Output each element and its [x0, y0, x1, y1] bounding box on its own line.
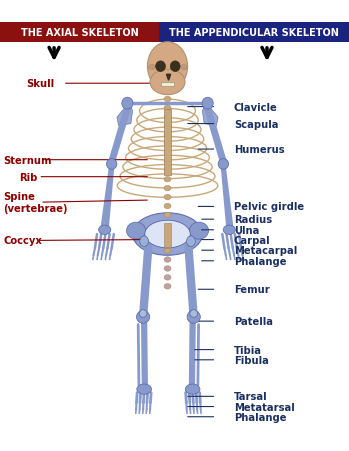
Text: Pelvic girdle: Pelvic girdle	[234, 202, 304, 212]
Ellipse shape	[164, 230, 171, 236]
Text: Skull: Skull	[26, 79, 54, 89]
Ellipse shape	[164, 115, 171, 120]
Text: Radius: Radius	[234, 215, 272, 225]
Bar	[0, 23, 159, 42]
Ellipse shape	[190, 310, 198, 318]
Text: Coccyx: Coccyx	[3, 236, 42, 246]
Ellipse shape	[164, 284, 171, 290]
Polygon shape	[202, 103, 218, 126]
Ellipse shape	[185, 384, 200, 394]
Ellipse shape	[164, 133, 171, 138]
Text: Carpal: Carpal	[234, 235, 270, 245]
Ellipse shape	[164, 97, 171, 102]
Ellipse shape	[164, 186, 171, 192]
Ellipse shape	[164, 177, 171, 183]
Ellipse shape	[170, 62, 180, 72]
Ellipse shape	[133, 213, 202, 256]
Ellipse shape	[98, 226, 111, 235]
Text: Ulna: Ulna	[234, 226, 259, 235]
Ellipse shape	[164, 266, 171, 272]
Ellipse shape	[164, 221, 171, 227]
Ellipse shape	[127, 223, 146, 239]
Ellipse shape	[202, 98, 213, 110]
Text: Clavicle: Clavicle	[234, 102, 277, 112]
Text: Spine
(vertebrae): Spine (vertebrae)	[3, 192, 68, 213]
Text: THE APPENDICULAR SKELETON: THE APPENDICULAR SKELETON	[169, 28, 339, 37]
Text: Fibula: Fibula	[234, 355, 269, 365]
Ellipse shape	[106, 159, 117, 170]
Text: Humerus: Humerus	[234, 145, 284, 155]
Ellipse shape	[145, 221, 190, 249]
Bar	[164, 110, 171, 175]
Text: Phalange: Phalange	[234, 256, 286, 266]
Ellipse shape	[164, 124, 171, 129]
Ellipse shape	[149, 65, 155, 70]
Text: Rib: Rib	[19, 172, 38, 182]
Ellipse shape	[187, 311, 200, 323]
Ellipse shape	[137, 384, 151, 394]
Ellipse shape	[164, 257, 171, 263]
Ellipse shape	[181, 65, 187, 70]
Ellipse shape	[156, 62, 165, 72]
Ellipse shape	[164, 168, 171, 174]
Ellipse shape	[147, 43, 187, 92]
Ellipse shape	[186, 236, 195, 247]
Text: Scapula: Scapula	[234, 120, 279, 129]
Text: THE AXIAL SKELETON: THE AXIAL SKELETON	[21, 28, 138, 37]
Ellipse shape	[164, 106, 171, 111]
Ellipse shape	[164, 275, 171, 281]
Ellipse shape	[164, 213, 171, 218]
Bar	[161, 83, 174, 87]
Ellipse shape	[164, 239, 171, 245]
Polygon shape	[166, 75, 171, 81]
Bar	[159, 23, 349, 42]
Ellipse shape	[164, 150, 171, 156]
Ellipse shape	[223, 226, 235, 235]
Ellipse shape	[164, 195, 171, 200]
Ellipse shape	[218, 159, 229, 170]
Ellipse shape	[189, 223, 208, 239]
Text: Metatarsal: Metatarsal	[234, 402, 295, 412]
Ellipse shape	[164, 204, 171, 209]
Ellipse shape	[164, 249, 171, 254]
Text: Tibia: Tibia	[234, 345, 262, 355]
Ellipse shape	[164, 159, 171, 165]
Text: Tarsal: Tarsal	[234, 391, 267, 401]
Text: Metacarpal: Metacarpal	[234, 246, 297, 256]
Ellipse shape	[136, 311, 150, 323]
Bar	[164, 224, 171, 247]
Ellipse shape	[140, 236, 149, 247]
Ellipse shape	[139, 310, 147, 318]
Ellipse shape	[164, 142, 171, 147]
Polygon shape	[117, 103, 133, 126]
Text: Sternum: Sternum	[3, 155, 52, 166]
Text: Femur: Femur	[234, 285, 269, 295]
Text: Phalange: Phalange	[234, 412, 286, 422]
Text: Patella: Patella	[234, 317, 273, 327]
Ellipse shape	[122, 98, 133, 110]
Ellipse shape	[150, 70, 185, 96]
Bar	[163, 83, 172, 93]
